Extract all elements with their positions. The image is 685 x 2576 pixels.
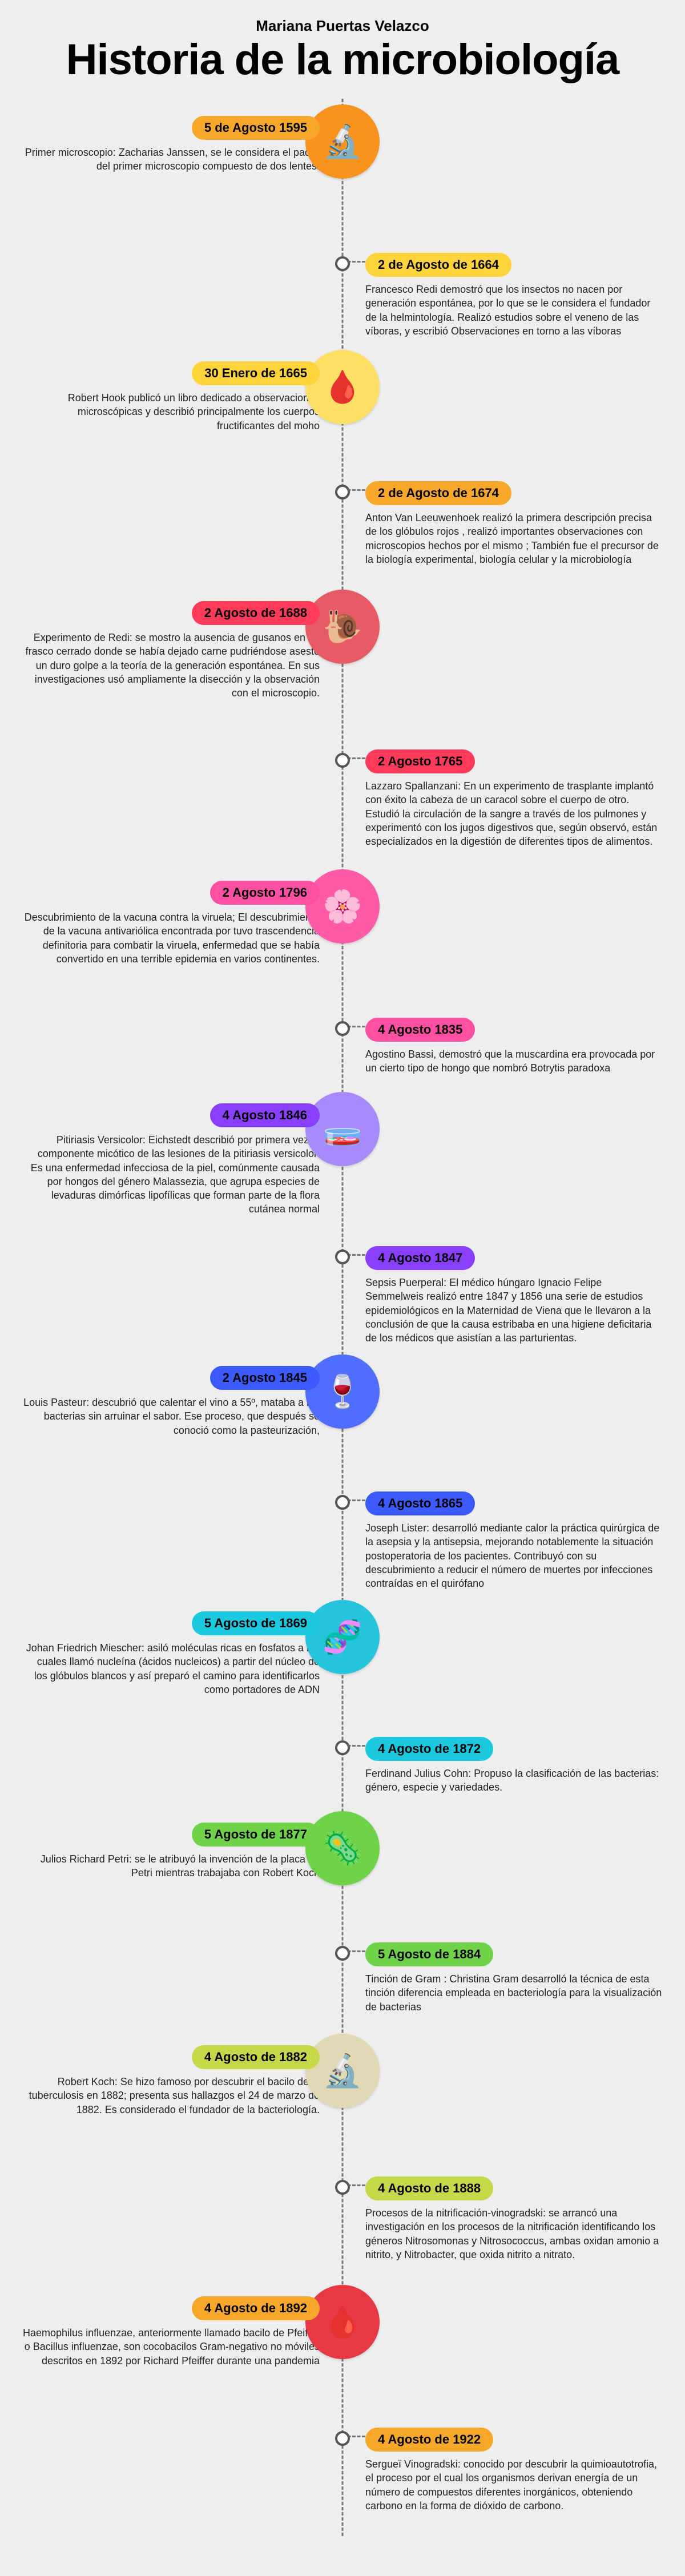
timeline-entry: 4 Agosto de 1892 Haemophilus influenzae, … <box>0 2291 685 2416</box>
flower-icon: 🌸 <box>305 869 380 944</box>
timeline-entry: 2 Agosto 1845 Louis Pasteur: descubrió qu… <box>0 1360 685 1480</box>
timeline-dot <box>335 1946 350 1961</box>
timeline-entry: 2 Agosto de 1688 Experimento de Redi: se … <box>0 595 685 738</box>
entry-description: Experimento de Redi: se mostro la ausenc… <box>23 631 320 700</box>
timeline-entry: 4 Agosto de 1922 Sergueï Vinogradski: con… <box>0 2422 685 2536</box>
timeline-dot <box>335 1495 350 1510</box>
date-pill: 2 de Agosto de 1674 <box>365 481 511 505</box>
date-pill: 2 Agosto 1845 <box>210 1366 320 1390</box>
entry-description: Julios Richard Petri: se le atribuyó la … <box>23 1852 320 1880</box>
timeline-entry: 4 Agosto de 1872 Ferdinand Julius Cohn: P… <box>0 1731 685 1811</box>
microscope-icon: 🔬 <box>305 104 380 179</box>
timeline-entry: 4 Agosto 1835 Agostino Bassi, demostró qu… <box>0 1012 685 1092</box>
microbe-icon: 🦠 <box>305 1811 380 1885</box>
timeline-dot <box>335 1740 350 1755</box>
entry-description: Robert Koch: Se hizo famoso por descubri… <box>23 2075 320 2117</box>
entry-description: Procesos de la nitrificación-vinogradski… <box>365 2206 662 2261</box>
date-pill: 4 Agosto de 1872 <box>365 1737 493 1761</box>
timeline-entry: 5 Agosto de 1869 Johan Friedrich Miescher… <box>0 1606 685 1726</box>
entry-description: Descubrimiento de la vacuna contra la vi… <box>23 910 320 966</box>
timeline-dot <box>335 256 350 271</box>
entry-description: Lazzaro Spallanzani: En un experimento d… <box>365 779 662 848</box>
entry-description: Robert Hook publicó un libro dedicado a … <box>23 391 320 433</box>
date-pill: 2 Agosto de 1688 <box>192 601 320 625</box>
timeline-entry: 2 Agosto 1796 Descubrimiento de la vacuna… <box>0 875 685 1006</box>
timeline-dot <box>335 1249 350 1264</box>
bacillus-icon: 🔬 <box>305 2034 380 2108</box>
timeline-entry: 4 Agosto de 1888 Procesos de la nitrifica… <box>0 2171 685 2285</box>
dna-icon: 🧬 <box>305 1600 380 1674</box>
blood-cells-icon: 🩸 <box>305 350 380 424</box>
entry-description: Louis Pasteur: descubrió que calentar el… <box>23 1396 320 1437</box>
entry-description: Primer microscopio: Zacharias Janssen, s… <box>23 146 320 174</box>
snail-icon: 🐌 <box>305 590 380 664</box>
date-pill: 5 Agosto de 1884 <box>365 1942 493 1966</box>
timeline-entry: 2 de Agosto de 1664 Francesco Redi demost… <box>0 247 685 350</box>
date-pill: 30 Enero de 1665 <box>192 361 320 385</box>
timeline-dot <box>335 1021 350 1036</box>
entry-description: Sepsis Puerperal: El médico húngaro Igna… <box>365 1276 662 1345</box>
petri-dish-icon: 🧫 <box>305 1092 380 1166</box>
timeline-entry: 5 Agosto de 1884 Tinción de Gram : Christ… <box>0 1937 685 2034</box>
timeline-dot <box>335 485 350 499</box>
timeline-entry: 5 Agosto de 1877 Julios Richard Petri: se… <box>0 1817 685 1931</box>
timeline-entry: 4 Agosto de 1882 Robert Koch: Se hizo fam… <box>0 2039 685 2165</box>
entry-description: Joseph Lister: desarrolló mediante calor… <box>365 1521 662 1590</box>
timeline-entry: 30 Enero de 1665 Robert Hook publicó un l… <box>0 356 685 470</box>
date-pill: 4 Agosto 1835 <box>365 1018 475 1042</box>
timeline-entry: 2 de Agosto de 1674 Anton Van Leeuwenhoek… <box>0 475 685 590</box>
date-pill: 4 Agosto 1865 <box>365 1491 475 1515</box>
date-pill: 2 Agosto 1796 <box>210 881 320 905</box>
timeline-dot <box>335 753 350 768</box>
date-pill: 4 Agosto de 1882 <box>192 2045 320 2069</box>
timeline-dot <box>335 2180 350 2195</box>
timeline-entry: 5 de Agosto 1595 Primer microscopio: Zach… <box>0 110 685 241</box>
entry-description: Pitiriasis Versicolor: Eichstedt describ… <box>23 1133 320 1216</box>
date-pill: 4 Agosto 1847 <box>365 1246 475 1270</box>
entry-description: Haemophilus influenzae, anteriormente ll… <box>23 2326 320 2368</box>
entry-description: Agostino Bassi, demostró que la muscardi… <box>365 1047 662 1075</box>
date-pill: 4 Agosto 1846 <box>210 1103 320 1127</box>
entry-description: Anton Van Leeuwenhoek realizó la primera… <box>365 511 662 566</box>
date-pill: 4 Agosto de 1922 <box>365 2428 493 2452</box>
date-pill: 2 Agosto 1765 <box>365 749 475 773</box>
page-title: Historia de la microbiología <box>11 38 674 82</box>
date-pill: 5 Agosto de 1869 <box>192 1611 320 1635</box>
timeline-entry: 4 Agosto 1847 Sepsis Puerperal: El médico… <box>0 1240 685 1354</box>
date-pill: 5 Agosto de 1877 <box>192 1823 320 1847</box>
date-pill: 4 Agosto de 1892 <box>192 2296 320 2320</box>
date-pill: 2 de Agosto de 1664 <box>365 253 511 277</box>
entry-description: Sergueï Vinogradski: conocido por descub… <box>365 2457 662 2513</box>
date-pill: 4 Agosto de 1888 <box>365 2176 493 2200</box>
entry-description: Tinción de Gram : Christina Gram desarro… <box>365 1972 662 2014</box>
header: Mariana Puertas Velazco Historia de la m… <box>0 0 685 87</box>
timeline: 5 de Agosto 1595 Primer microscopio: Zach… <box>0 99 685 2536</box>
sample-icon: 🩸 <box>305 2285 380 2359</box>
author-name: Mariana Puertas Velazco <box>11 17 674 35</box>
timeline-entry: 4 Agosto 1846 Pitiriasis Versicolor: Eich… <box>0 1098 685 1235</box>
wine-icon: 🍷 <box>305 1354 380 1429</box>
timeline-dot <box>335 2431 350 2446</box>
entry-description: Ferdinand Julius Cohn: Propuso la clasif… <box>365 1767 662 1795</box>
timeline-entry: 4 Agosto 1865 Joseph Lister: desarrolló m… <box>0 1486 685 1600</box>
timeline-entry: 2 Agosto 1765 Lazzaro Spallanzani: En un … <box>0 744 685 869</box>
entry-description: Francesco Redi demostró que los insectos… <box>365 283 662 338</box>
date-pill: 5 de Agosto 1595 <box>192 116 320 140</box>
entry-description: Johan Friedrich Miescher: asiló molécula… <box>23 1641 320 1696</box>
